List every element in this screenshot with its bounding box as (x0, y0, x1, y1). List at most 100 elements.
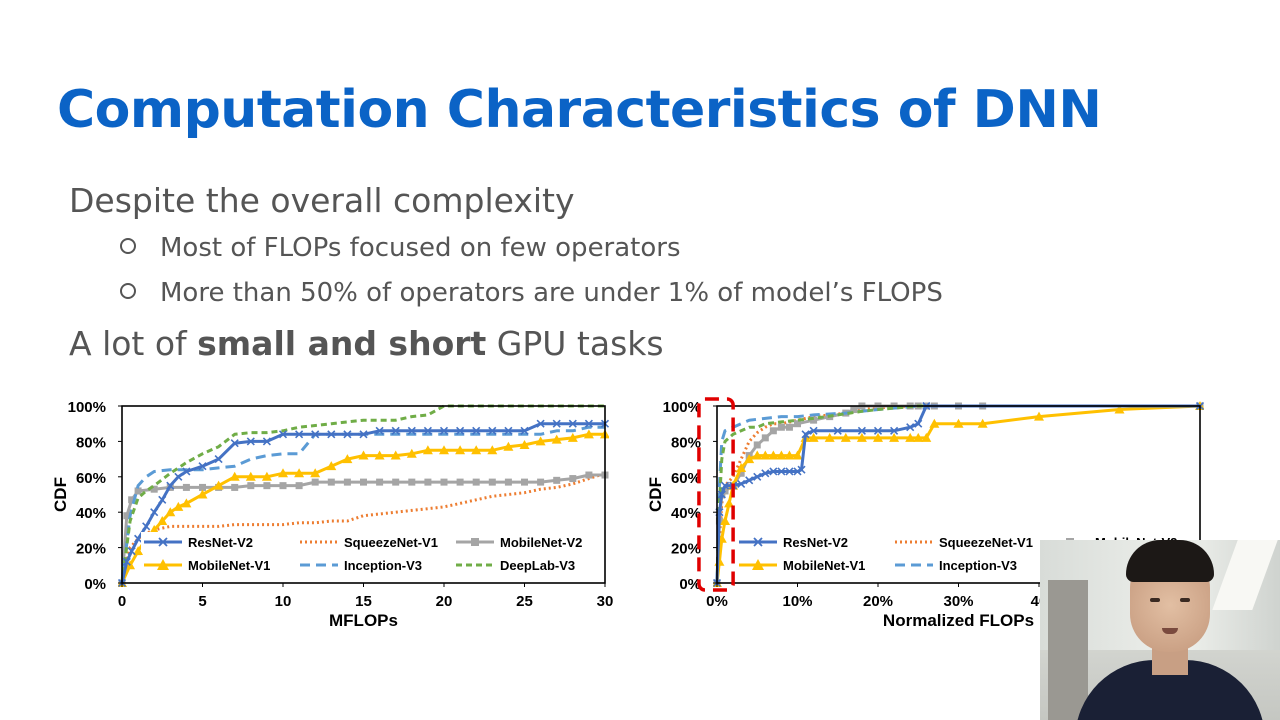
data-point (568, 419, 577, 428)
legend-label: SqueezeNet-V1 (939, 535, 1033, 550)
data-point (198, 462, 207, 471)
data-point (921, 432, 932, 442)
data-point (455, 445, 466, 455)
data-point (792, 450, 803, 460)
chart-0: 0% 20% 40% 60% 80% 100% 0 5 10 15 20 25 30 CDF MFLOPs R… (51, 399, 613, 630)
data-point (824, 432, 835, 442)
hollow-bullet-icon (120, 282, 136, 299)
data-point (808, 432, 819, 442)
data-point (929, 418, 940, 428)
data-point (310, 468, 321, 478)
y-axis-label: CDF (646, 477, 665, 512)
y-tick-label: 80% (76, 434, 106, 451)
data-point (769, 467, 778, 476)
data-point (752, 450, 763, 460)
data-point (977, 418, 988, 428)
data-point (311, 478, 319, 486)
sub-bullet-text: Most of FLOPs focused on few operators (160, 233, 681, 263)
data-point (873, 426, 883, 435)
data-point (521, 478, 528, 486)
data-point (724, 498, 735, 508)
data-point (358, 450, 369, 460)
data-point (784, 450, 795, 460)
data-point (906, 423, 915, 432)
presenter-webcam (1040, 540, 1280, 720)
data-point (456, 426, 465, 435)
data-point (439, 426, 449, 435)
data-point (165, 507, 176, 517)
legend-marker (471, 538, 479, 546)
legend-marker (158, 537, 168, 547)
y-tick-label: 0% (679, 576, 701, 593)
data-point (487, 445, 498, 455)
data-point (777, 467, 786, 476)
data-point (182, 467, 191, 476)
x-tick-label: 15 (355, 593, 372, 610)
data-point (519, 439, 530, 449)
data-point (785, 467, 794, 476)
y-tick-label: 40% (76, 505, 106, 522)
data-point (173, 501, 184, 511)
data-point (777, 423, 785, 431)
data-point (261, 471, 272, 481)
y-tick-label: 80% (671, 434, 701, 451)
data-point (440, 478, 448, 486)
data-point (584, 419, 593, 428)
x-tick-label: 5 (198, 593, 206, 610)
data-point (472, 478, 480, 486)
y-tick-label: 60% (671, 470, 701, 487)
data-point (278, 468, 288, 478)
data-point (181, 498, 192, 508)
data-point (149, 524, 160, 534)
data-point (488, 426, 497, 435)
data-point (123, 512, 131, 520)
data-point (343, 478, 351, 486)
x-tick-label: 30% (943, 593, 973, 610)
data-point (127, 547, 136, 556)
highlight-box (697, 397, 735, 592)
legend-label: Inception-V3 (939, 558, 1017, 573)
y-tick-label: 60% (76, 470, 106, 487)
data-point (753, 472, 762, 481)
data-point (311, 430, 320, 439)
data-point (214, 455, 223, 464)
data-point (295, 482, 303, 490)
data-point (392, 478, 400, 486)
data-point (134, 487, 142, 495)
data-point (158, 495, 167, 504)
data-point (375, 426, 384, 435)
x-tick-label: 30 (597, 593, 614, 610)
data-point (873, 432, 883, 442)
data-point (326, 461, 337, 471)
data-point (408, 478, 416, 486)
data-point (128, 496, 136, 504)
data-point (391, 426, 400, 435)
bullet-overall-complexity: Despite the overall complexity (69, 181, 575, 220)
data-point (1034, 411, 1044, 421)
y-tick-label: 20% (76, 541, 106, 558)
legend-label: Inception-V3 (344, 558, 422, 573)
data-point (953, 418, 964, 428)
data-point (360, 478, 367, 486)
data-point (295, 430, 304, 439)
legend-label: MobileNet-V2 (500, 535, 582, 550)
hollow-bullet-icon (120, 237, 136, 254)
data-point (536, 419, 545, 428)
data-point (840, 432, 851, 442)
data-point (504, 426, 513, 435)
data-point (134, 534, 143, 543)
x-axis-label: Normalized FLOPs (883, 611, 1034, 630)
data-point (471, 445, 482, 455)
data-point (769, 427, 777, 435)
data-point (407, 426, 416, 435)
data-point (229, 471, 240, 481)
data-point (439, 445, 449, 455)
data-point (376, 478, 384, 486)
data-point (567, 432, 578, 442)
data-point (422, 445, 433, 455)
data-point (760, 450, 771, 460)
x-axis-label: MFLOPs (329, 611, 398, 630)
data-point (737, 479, 746, 488)
data-point (246, 437, 255, 446)
